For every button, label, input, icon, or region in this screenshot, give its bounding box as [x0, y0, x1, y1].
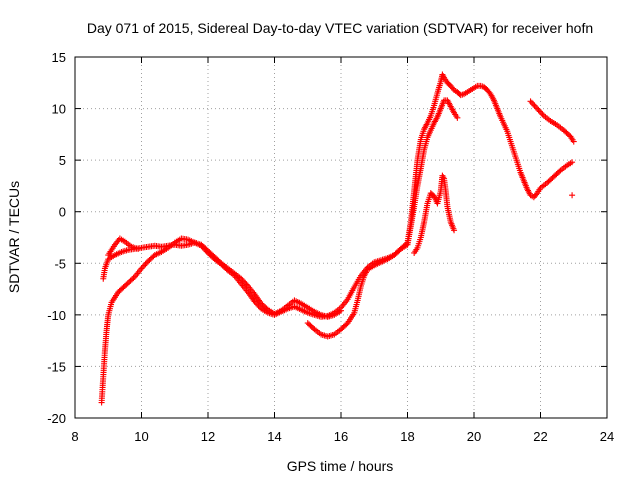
data-point	[252, 299, 259, 306]
x-tick-label: 24	[600, 429, 614, 444]
y-tick-label: 0	[59, 205, 66, 220]
data-point	[138, 265, 145, 272]
data-point	[123, 281, 130, 288]
data-point	[539, 111, 546, 118]
data-point	[531, 102, 538, 109]
y-tick-label: -10	[47, 308, 66, 323]
x-tick-label: 8	[71, 429, 78, 444]
data-point	[129, 276, 135, 283]
data-point	[126, 278, 133, 285]
x-tick-label: 10	[134, 429, 148, 444]
y-axis-label: SDTVAR / TECUs	[6, 181, 22, 293]
data-point	[528, 99, 535, 106]
data-point	[141, 262, 148, 269]
data-point	[120, 284, 127, 291]
series-isolated	[569, 192, 576, 199]
x-tick-label: 20	[467, 429, 481, 444]
x-tick-label: 22	[533, 429, 547, 444]
series-arc-B	[100, 239, 344, 320]
data-point	[536, 108, 543, 115]
data-point	[240, 278, 247, 285]
series-arc-D	[411, 172, 458, 256]
axis-ticks: 8 10 12 14 16 18 20 22 24 -20 -15 -10 -5 0 5 10 15	[47, 50, 614, 444]
data-point	[243, 281, 250, 288]
data-points	[98, 71, 577, 406]
data-point	[121, 282, 128, 289]
series-arc-C	[304, 97, 461, 340]
data-point	[451, 227, 458, 234]
x-tick-label: 14	[267, 429, 281, 444]
data-point	[127, 277, 134, 284]
x-axis-label: GPS time / hours	[287, 458, 394, 474]
data-point	[238, 275, 245, 282]
data-point	[569, 192, 576, 199]
data-point	[569, 159, 576, 166]
data-point	[124, 280, 131, 287]
data-point	[538, 109, 545, 116]
y-tick-label: 15	[52, 50, 66, 65]
data-point	[251, 298, 258, 305]
series-arc-A	[98, 71, 576, 406]
data-point	[142, 261, 149, 268]
data-point	[242, 280, 249, 287]
grid	[75, 57, 607, 418]
chart-title: Day 071 of 2015, Sidereal Day-to-day VTE…	[87, 20, 593, 36]
data-point	[527, 98, 534, 105]
data-point	[130, 275, 137, 282]
y-tick-label: -15	[47, 359, 66, 374]
data-point	[454, 114, 461, 121]
series-arc-E	[527, 98, 577, 145]
data-point	[535, 107, 542, 114]
data-point	[534, 105, 541, 112]
data-point	[570, 138, 577, 145]
series-arc-F	[105, 235, 142, 259]
y-tick-label: 5	[59, 153, 66, 168]
x-tick-label: 16	[334, 429, 348, 444]
data-point	[239, 277, 246, 284]
x-tick-label: 18	[400, 429, 414, 444]
x-tick-label: 12	[201, 429, 215, 444]
plot-frame	[74, 56, 608, 419]
data-point	[143, 259, 150, 266]
data-point	[530, 101, 537, 108]
y-tick-label: -5	[54, 256, 66, 271]
data-point	[135, 245, 142, 252]
data-point	[532, 104, 539, 111]
y-tick-label: 10	[52, 102, 66, 117]
y-tick-label: -20	[47, 411, 66, 426]
data-point	[338, 307, 344, 314]
data-point	[139, 263, 146, 270]
data-point	[533, 191, 540, 198]
